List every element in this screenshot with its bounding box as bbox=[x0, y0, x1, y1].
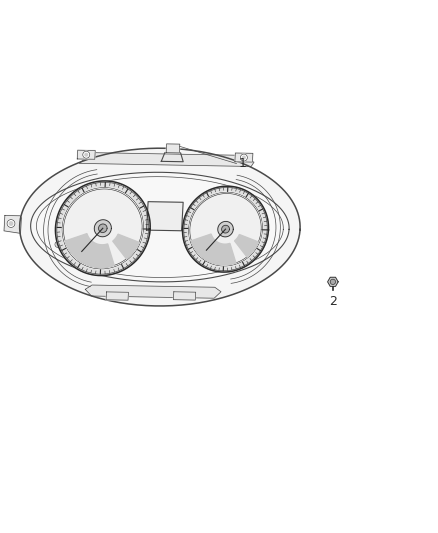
Polygon shape bbox=[4, 215, 21, 233]
Polygon shape bbox=[77, 150, 95, 159]
Text: 2: 2 bbox=[329, 295, 337, 308]
Polygon shape bbox=[191, 234, 236, 265]
Polygon shape bbox=[65, 233, 114, 268]
Polygon shape bbox=[188, 192, 262, 266]
Circle shape bbox=[251, 212, 257, 218]
Polygon shape bbox=[56, 181, 150, 276]
Polygon shape bbox=[166, 144, 180, 153]
Circle shape bbox=[7, 220, 15, 228]
Polygon shape bbox=[328, 277, 338, 286]
Circle shape bbox=[63, 207, 65, 210]
Polygon shape bbox=[20, 148, 300, 306]
Polygon shape bbox=[94, 220, 111, 237]
Polygon shape bbox=[113, 234, 139, 259]
Polygon shape bbox=[161, 152, 183, 161]
Polygon shape bbox=[62, 188, 144, 269]
Polygon shape bbox=[31, 172, 289, 282]
Circle shape bbox=[330, 279, 336, 285]
Circle shape bbox=[61, 206, 67, 212]
Polygon shape bbox=[222, 225, 230, 233]
Circle shape bbox=[240, 154, 247, 161]
Polygon shape bbox=[218, 221, 233, 237]
Circle shape bbox=[243, 156, 245, 159]
Text: 1: 1 bbox=[239, 157, 247, 170]
Circle shape bbox=[252, 214, 255, 216]
Polygon shape bbox=[234, 235, 258, 257]
Polygon shape bbox=[64, 189, 142, 268]
Polygon shape bbox=[85, 285, 221, 298]
Circle shape bbox=[9, 222, 13, 225]
Polygon shape bbox=[173, 292, 196, 300]
Circle shape bbox=[83, 151, 90, 158]
Polygon shape bbox=[147, 201, 183, 231]
Polygon shape bbox=[79, 152, 254, 166]
Polygon shape bbox=[235, 153, 253, 162]
Polygon shape bbox=[106, 292, 128, 300]
Polygon shape bbox=[99, 224, 107, 232]
Circle shape bbox=[57, 243, 59, 246]
Circle shape bbox=[85, 154, 88, 156]
Polygon shape bbox=[183, 186, 268, 272]
Polygon shape bbox=[190, 193, 261, 265]
Circle shape bbox=[55, 241, 61, 247]
